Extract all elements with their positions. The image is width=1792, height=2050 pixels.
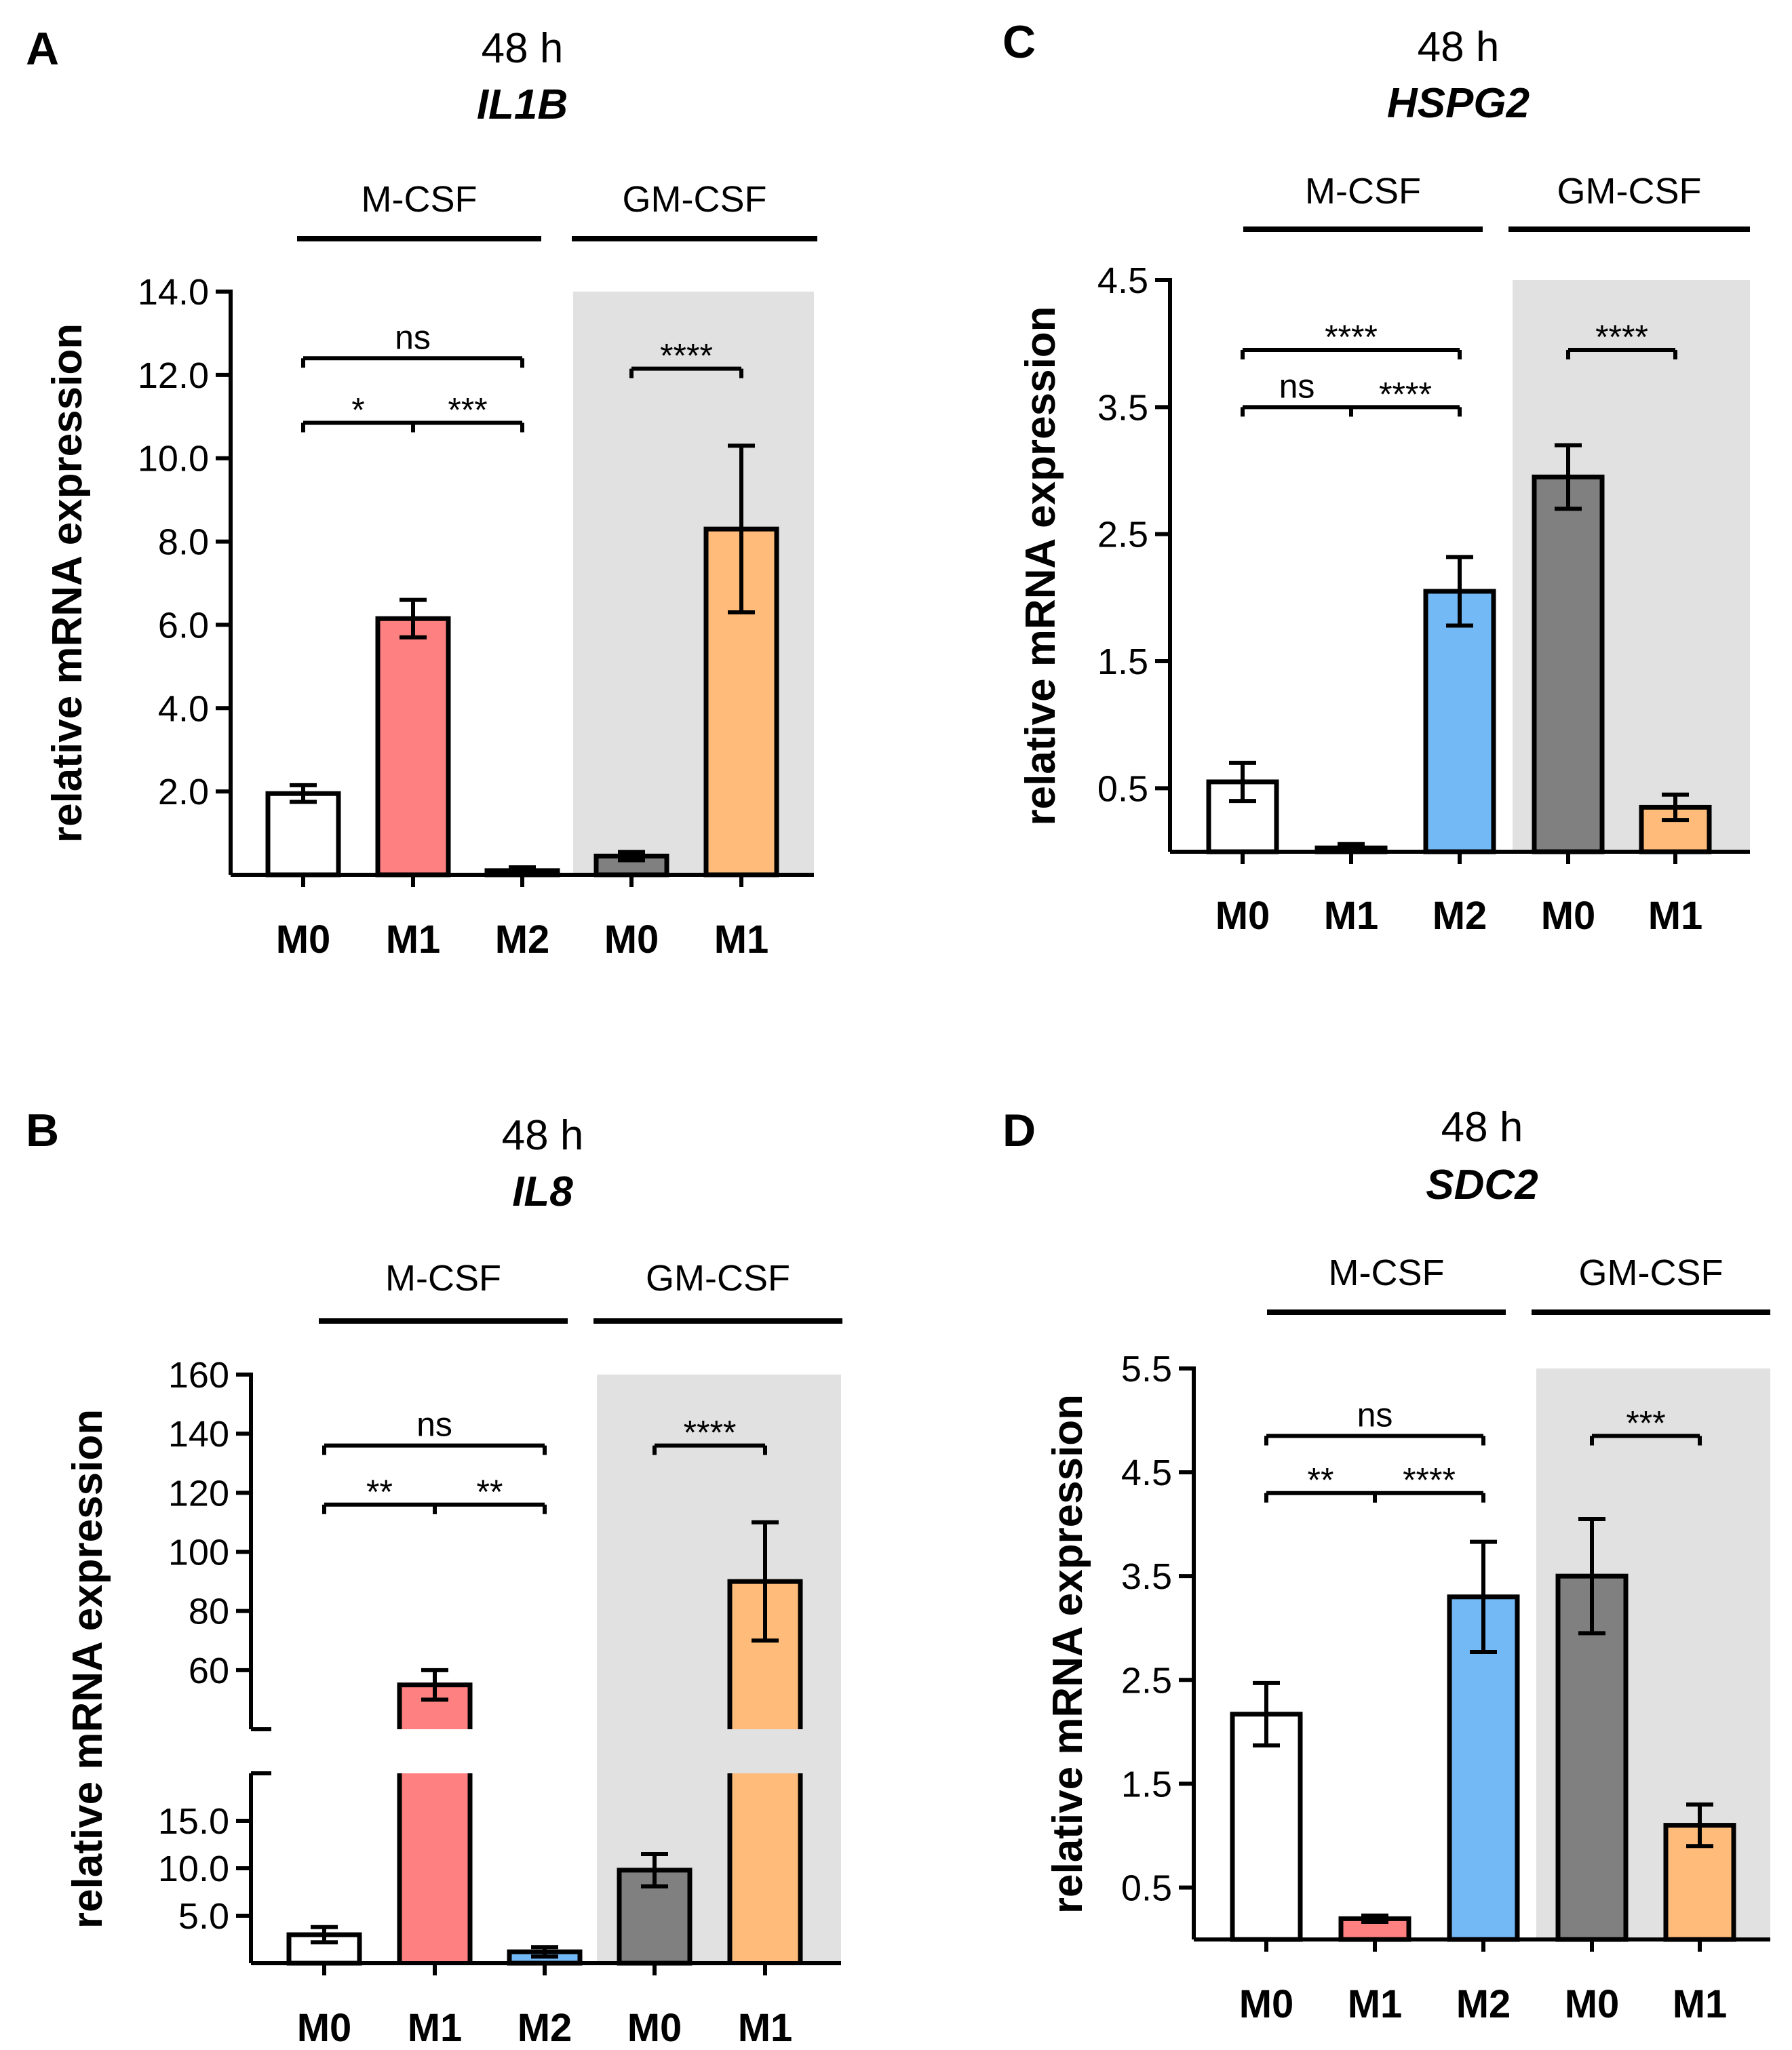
y-tick-label-upper-2: 100 bbox=[168, 1533, 229, 1573]
y-tick-label-1: 1.5 bbox=[1121, 1764, 1172, 1805]
group-label-1: GM-CSF bbox=[1557, 171, 1702, 212]
bar-0 bbox=[265, 791, 341, 878]
y-axis-label: relative mRNA expression bbox=[64, 1409, 111, 1929]
y-tick-label-2: 2.5 bbox=[1121, 1660, 1172, 1701]
sig-label-0: **** bbox=[1325, 318, 1378, 356]
group-label-0: M-CSF bbox=[1305, 171, 1421, 212]
x-tick-label-3: M0 bbox=[1541, 894, 1596, 938]
bar-3 bbox=[1532, 474, 1605, 854]
panel-b: B 48 h IL8 M-CSF GM-CSF 60 80 100 120 140 160 5.0 10… bbox=[26, 1105, 842, 2050]
y-tick-label-lower-0: 5.0 bbox=[178, 1896, 229, 1937]
chart-title: 48 h bbox=[502, 1112, 584, 1159]
chart-title: 48 h bbox=[1441, 1104, 1523, 1151]
panel-letter: C bbox=[1002, 16, 1036, 68]
gene-title: SDC2 bbox=[1426, 1162, 1538, 1208]
y-tick-label-0: 0.5 bbox=[1121, 1868, 1172, 1908]
y-tick-label-lower-1: 10.0 bbox=[158, 1849, 229, 1889]
y-tick-label-1: 4.0 bbox=[158, 688, 209, 729]
y-tick-label-4: 10.0 bbox=[138, 439, 209, 479]
group-label-0: M-CSF bbox=[362, 179, 478, 220]
sig-label-2: **** bbox=[1403, 1461, 1456, 1499]
chart-title: 48 h bbox=[482, 25, 564, 72]
y-tick-label-upper-0: 60 bbox=[189, 1651, 229, 1691]
sig-label-2: ** bbox=[477, 1473, 503, 1511]
y-tick-label-upper-1: 80 bbox=[189, 1592, 229, 1632]
bar-1 bbox=[375, 616, 451, 878]
bar-lower-1 bbox=[400, 1773, 470, 1963]
x-tick-label-2: M2 bbox=[495, 918, 550, 962]
panel-letter: D bbox=[1002, 1105, 1036, 1156]
y-axis-label: relative mRNA expression bbox=[1017, 306, 1064, 825]
bar-2 bbox=[1423, 589, 1496, 854]
sig-label-3: **** bbox=[660, 337, 713, 375]
panel-letter: B bbox=[26, 1105, 59, 1156]
x-tick-label-4: M1 bbox=[738, 2006, 793, 2050]
y-tick-label-4: 4.5 bbox=[1097, 260, 1148, 301]
x-tick-label-0: M0 bbox=[1215, 894, 1270, 938]
bar-lower-4 bbox=[730, 1773, 800, 1963]
y-tick-label-lower-2: 15.0 bbox=[158, 1801, 229, 1842]
gene-title: IL8 bbox=[512, 1168, 573, 1215]
gene-title: IL1B bbox=[477, 81, 568, 128]
sig-label-2: **** bbox=[1379, 375, 1432, 413]
y-tick-label-2: 2.5 bbox=[1097, 515, 1148, 555]
chart-title: 48 h bbox=[1418, 24, 1500, 71]
x-tick-label-3: M0 bbox=[627, 2006, 682, 2050]
x-tick-label-1: M1 bbox=[1348, 1982, 1403, 2026]
y-tick-label-3: 3.5 bbox=[1097, 387, 1148, 428]
x-tick-label-2: M2 bbox=[1433, 894, 1487, 938]
y-tick-label-5: 12.0 bbox=[138, 355, 209, 396]
y-tick-label-2: 6.0 bbox=[158, 605, 209, 646]
x-tick-label-4: M1 bbox=[1673, 1982, 1728, 2026]
sig-label-1: ** bbox=[366, 1473, 393, 1511]
y-tick-label-5: 5.5 bbox=[1121, 1349, 1172, 1389]
group-label-1: GM-CSF bbox=[646, 1258, 790, 1299]
sig-label-3: *** bbox=[1626, 1404, 1665, 1442]
sig-label-2: *** bbox=[448, 391, 487, 429]
panel-a: A 48 h IL1B M-CSF GM-CSF 2.0 4.0 6.0 8.0 10.0 12.0… bbox=[26, 23, 817, 962]
x-tick-label-1: M1 bbox=[408, 2006, 463, 2050]
y-tick-label-upper-5: 160 bbox=[168, 1355, 229, 1396]
x-tick-label-4: M1 bbox=[714, 918, 769, 962]
sig-label-1: * bbox=[351, 391, 364, 429]
y-axis-label: relative mRNA expression bbox=[1045, 1394, 1091, 1914]
x-tick-label-2: M2 bbox=[518, 2006, 572, 2050]
sig-label-3: **** bbox=[1595, 318, 1648, 356]
group-label-1: GM-CSF bbox=[623, 179, 767, 220]
x-tick-label-0: M0 bbox=[297, 2006, 352, 2050]
panel-c: C 48 h HSPG2 M-CSF GM-CSF 0.5 1.5 2.5 3.5 4.5 M0 M1… bbox=[1002, 16, 1750, 938]
x-tick-label-3: M0 bbox=[604, 918, 659, 962]
sig-label-0: ns bbox=[1357, 1396, 1393, 1434]
y-tick-label-upper-3: 120 bbox=[168, 1473, 229, 1514]
sig-label-0: ns bbox=[416, 1406, 452, 1444]
y-tick-label-4: 4.5 bbox=[1121, 1453, 1172, 1493]
x-tick-label-0: M0 bbox=[1239, 1982, 1294, 2026]
sig-label-1: ns bbox=[1279, 367, 1315, 405]
y-tick-label-3: 3.5 bbox=[1121, 1556, 1172, 1597]
gene-title: HSPG2 bbox=[1387, 80, 1530, 127]
y-axis-label: relative mRNA expression bbox=[44, 323, 91, 843]
x-tick-label-0: M0 bbox=[276, 918, 331, 962]
y-tick-label-0: 2.0 bbox=[158, 772, 209, 812]
x-tick-label-2: M2 bbox=[1456, 1982, 1511, 2026]
sig-label-3: **** bbox=[684, 1414, 737, 1452]
x-tick-label-4: M1 bbox=[1648, 894, 1703, 938]
x-tick-label-3: M0 bbox=[1565, 1982, 1620, 2026]
bar-0 bbox=[1230, 1712, 1303, 1942]
panel-d: D 48 h SDC2 M-CSF GM-CSF 0.5 1.5 2.5 3.5 4.5 5.5 M0… bbox=[1002, 1104, 1770, 2026]
panel-letter: A bbox=[26, 23, 59, 75]
group-label-0: M-CSF bbox=[1329, 1253, 1445, 1293]
x-tick-label-1: M1 bbox=[386, 918, 441, 962]
y-tick-label-1: 1.5 bbox=[1097, 642, 1148, 682]
sig-label-0: ns bbox=[395, 318, 431, 356]
y-tick-label-0: 0.5 bbox=[1097, 768, 1148, 809]
sig-label-1: ** bbox=[1308, 1461, 1334, 1499]
y-tick-label-upper-4: 140 bbox=[168, 1414, 229, 1455]
group-label-0: M-CSF bbox=[385, 1258, 501, 1299]
group-label-1: GM-CSF bbox=[1579, 1253, 1723, 1293]
y-tick-label-3: 8.0 bbox=[158, 522, 209, 563]
y-tick-label-6: 14.0 bbox=[138, 272, 209, 313]
x-tick-label-1: M1 bbox=[1324, 894, 1379, 938]
